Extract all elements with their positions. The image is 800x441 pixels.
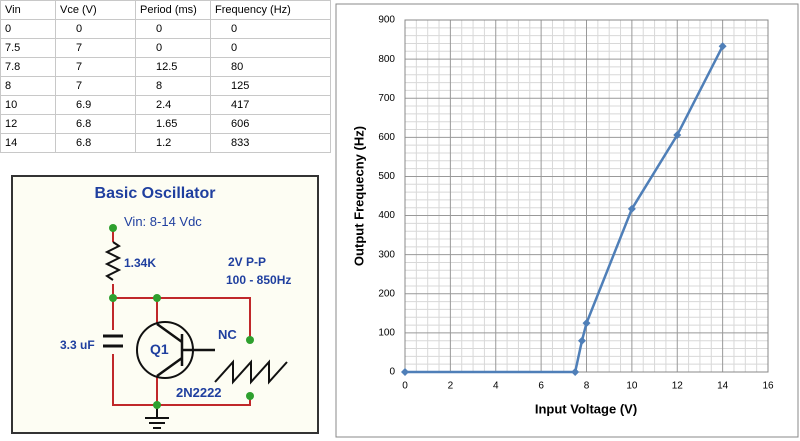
data-point bbox=[582, 319, 591, 328]
y-tick-label: 600 bbox=[378, 132, 395, 143]
data-point bbox=[718, 42, 727, 51]
table-cell: 1.2 bbox=[135, 133, 211, 153]
range-label: 100 - 850Hz bbox=[226, 273, 291, 287]
chart-frame bbox=[335, 3, 799, 438]
table-row: 12 6.8 1.65 606 bbox=[0, 114, 331, 134]
x-axis-title: Input Voltage (V) bbox=[535, 401, 637, 416]
data-point bbox=[571, 368, 580, 376]
amplitude-label: 2V P-P bbox=[228, 255, 266, 269]
y-axis-title: Output Frequecny (Hz) bbox=[351, 126, 366, 266]
data-table: Vin Vce (V) Period (ms) Frequency (Hz) 0 0 0 0 7… bbox=[0, 0, 331, 153]
y-tick-label: 300 bbox=[378, 249, 395, 260]
vin-label: Vin: 8-14 Vdc bbox=[124, 214, 202, 229]
x-tick-label: 10 bbox=[626, 381, 638, 392]
y-tick-label: 0 bbox=[389, 367, 395, 378]
table-cell: 14 bbox=[0, 133, 56, 153]
data-point bbox=[577, 336, 586, 345]
circuit-frame bbox=[11, 175, 319, 434]
x-tick-label: 4 bbox=[493, 381, 499, 392]
y-tick-label: 100 bbox=[378, 328, 395, 339]
table-cell: 833 bbox=[210, 133, 331, 153]
x-tick-label: 14 bbox=[717, 381, 729, 392]
x-tick-label: 6 bbox=[538, 381, 544, 392]
data-point bbox=[673, 130, 682, 139]
x-tick-label: 12 bbox=[672, 381, 684, 392]
circuit-diagram: Basic Oscillator Vin: 8-14 Vdc 1.34K 2V … bbox=[11, 175, 319, 434]
capacitor-label: 3.3 uF bbox=[60, 338, 95, 352]
x-tick-label: 16 bbox=[762, 381, 774, 392]
table-row: 14 6.8 1.2 833 bbox=[0, 133, 331, 153]
circuit-title: Basic Oscillator bbox=[95, 185, 216, 202]
resistor-label: 1.34K bbox=[124, 256, 156, 270]
x-tick-label: 2 bbox=[448, 381, 454, 392]
junctions bbox=[109, 224, 254, 409]
plot-border bbox=[404, 19, 769, 373]
wiring bbox=[103, 228, 288, 429]
x-tick-label: 8 bbox=[584, 381, 590, 392]
y-tick-label: 900 bbox=[378, 15, 395, 26]
nc-label: NC bbox=[218, 327, 237, 342]
transistor-label: Q1 bbox=[150, 341, 169, 357]
y-tick-label: 200 bbox=[378, 288, 395, 299]
data-point bbox=[401, 368, 409, 376]
data-point bbox=[627, 204, 636, 213]
y-tick-label: 400 bbox=[378, 210, 395, 221]
y-tick-label: 800 bbox=[378, 54, 395, 65]
x-tick-label: 0 bbox=[402, 381, 408, 392]
y-tick-label: 700 bbox=[378, 93, 395, 104]
part-label: 2N2222 bbox=[176, 385, 222, 400]
y-tick-label: 500 bbox=[378, 171, 395, 182]
